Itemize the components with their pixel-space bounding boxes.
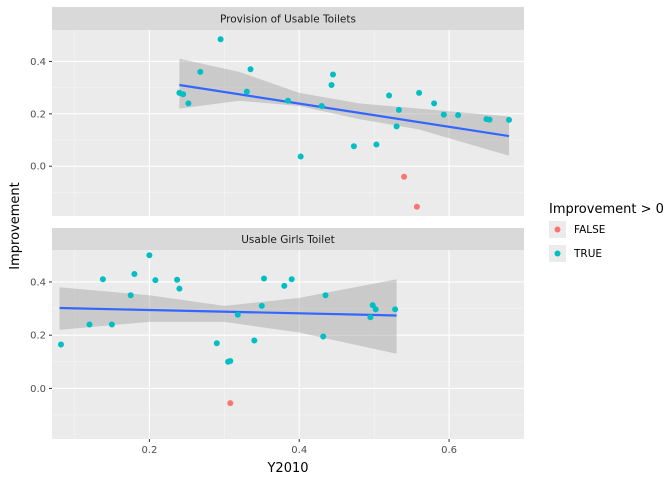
data-point bbox=[506, 116, 512, 123]
data-point bbox=[401, 173, 408, 180]
data-point bbox=[176, 285, 183, 292]
confidence-band bbox=[179, 58, 509, 156]
data-point bbox=[372, 306, 379, 313]
x-axis-title: Y2010 bbox=[266, 461, 308, 476]
data-point bbox=[180, 91, 187, 98]
data-point bbox=[185, 100, 192, 107]
data-point bbox=[350, 143, 357, 150]
data-point bbox=[243, 88, 250, 95]
facet-title: Usable Girls Toilet bbox=[241, 234, 335, 246]
data-point bbox=[330, 71, 336, 78]
confidence-band bbox=[59, 279, 397, 354]
data-point bbox=[328, 82, 335, 88]
data-point bbox=[392, 306, 399, 313]
data-point bbox=[99, 276, 106, 283]
trend-line bbox=[59, 306, 397, 317]
data-point bbox=[258, 302, 265, 309]
data-point bbox=[318, 103, 325, 109]
y-tick-label: 0.0 bbox=[30, 384, 46, 395]
data-point bbox=[320, 333, 327, 340]
data-point bbox=[413, 203, 420, 210]
data-point bbox=[227, 358, 234, 364]
data-point bbox=[217, 36, 224, 43]
data-point bbox=[108, 321, 115, 328]
y-tick-label: 0.4 bbox=[30, 277, 46, 288]
data-point bbox=[146, 252, 153, 259]
data-point bbox=[322, 292, 329, 299]
legend: Improvement > 0 FALSE TRUE bbox=[549, 202, 664, 262]
y-tick-label: 0.4 bbox=[30, 57, 46, 68]
facet-panel-2: Usable Girls Toilet bbox=[52, 228, 524, 439]
data-point bbox=[486, 116, 493, 123]
y-tick-label: 0.0 bbox=[30, 162, 46, 173]
trend-line bbox=[179, 83, 510, 138]
data-point bbox=[213, 340, 220, 347]
y-axis-title: Improvement bbox=[8, 182, 23, 269]
data-point bbox=[174, 276, 181, 283]
data-point bbox=[281, 282, 288, 289]
panel-background bbox=[52, 250, 524, 439]
data-point bbox=[369, 302, 376, 309]
data-point bbox=[455, 112, 462, 119]
legend-dot-false bbox=[554, 226, 561, 233]
data-point bbox=[197, 68, 204, 75]
facet-title: Provision of Usable Toilets bbox=[220, 14, 356, 26]
data-point bbox=[131, 271, 138, 277]
legend-label-true: TRUE bbox=[573, 248, 602, 260]
facet-strip bbox=[52, 7, 524, 30]
axes: 0.0 0.2 0.4 0.0 0.2 0.4 0.2 0.4 0.6 bbox=[30, 57, 457, 456]
y-tick-label: 0.2 bbox=[30, 109, 46, 120]
data-point bbox=[261, 275, 267, 282]
data-point bbox=[416, 89, 423, 96]
data-point bbox=[285, 97, 291, 104]
data-point bbox=[288, 276, 295, 283]
data-point bbox=[440, 111, 447, 118]
legend-dot-true bbox=[554, 250, 561, 257]
data-point bbox=[152, 277, 159, 284]
x-tick-label: 0.2 bbox=[141, 445, 157, 456]
data-point bbox=[373, 141, 380, 148]
data-point bbox=[227, 400, 234, 407]
data-point bbox=[386, 92, 393, 99]
legend-label-false: FALSE bbox=[574, 224, 605, 236]
data-point bbox=[247, 66, 254, 73]
data-point bbox=[58, 341, 64, 348]
data-point bbox=[234, 311, 241, 318]
x-tick-label: 0.4 bbox=[291, 445, 307, 456]
data-point bbox=[395, 106, 402, 113]
x-tick-label: 0.6 bbox=[441, 445, 457, 456]
y-tick-label: 0.2 bbox=[30, 331, 46, 342]
data-point bbox=[251, 337, 258, 344]
data-point bbox=[431, 100, 438, 107]
data-point bbox=[393, 123, 400, 130]
data-point bbox=[127, 292, 134, 299]
data-point bbox=[367, 314, 374, 321]
data-point bbox=[297, 153, 304, 160]
panels: Provision of Usable Toilets Usable Girls … bbox=[52, 7, 524, 439]
facet-strip bbox=[52, 228, 524, 250]
legend-title: Improvement > 0 bbox=[549, 202, 664, 217]
data-point bbox=[86, 321, 93, 328]
facet-panel-1: Provision of Usable Toilets bbox=[52, 7, 524, 216]
